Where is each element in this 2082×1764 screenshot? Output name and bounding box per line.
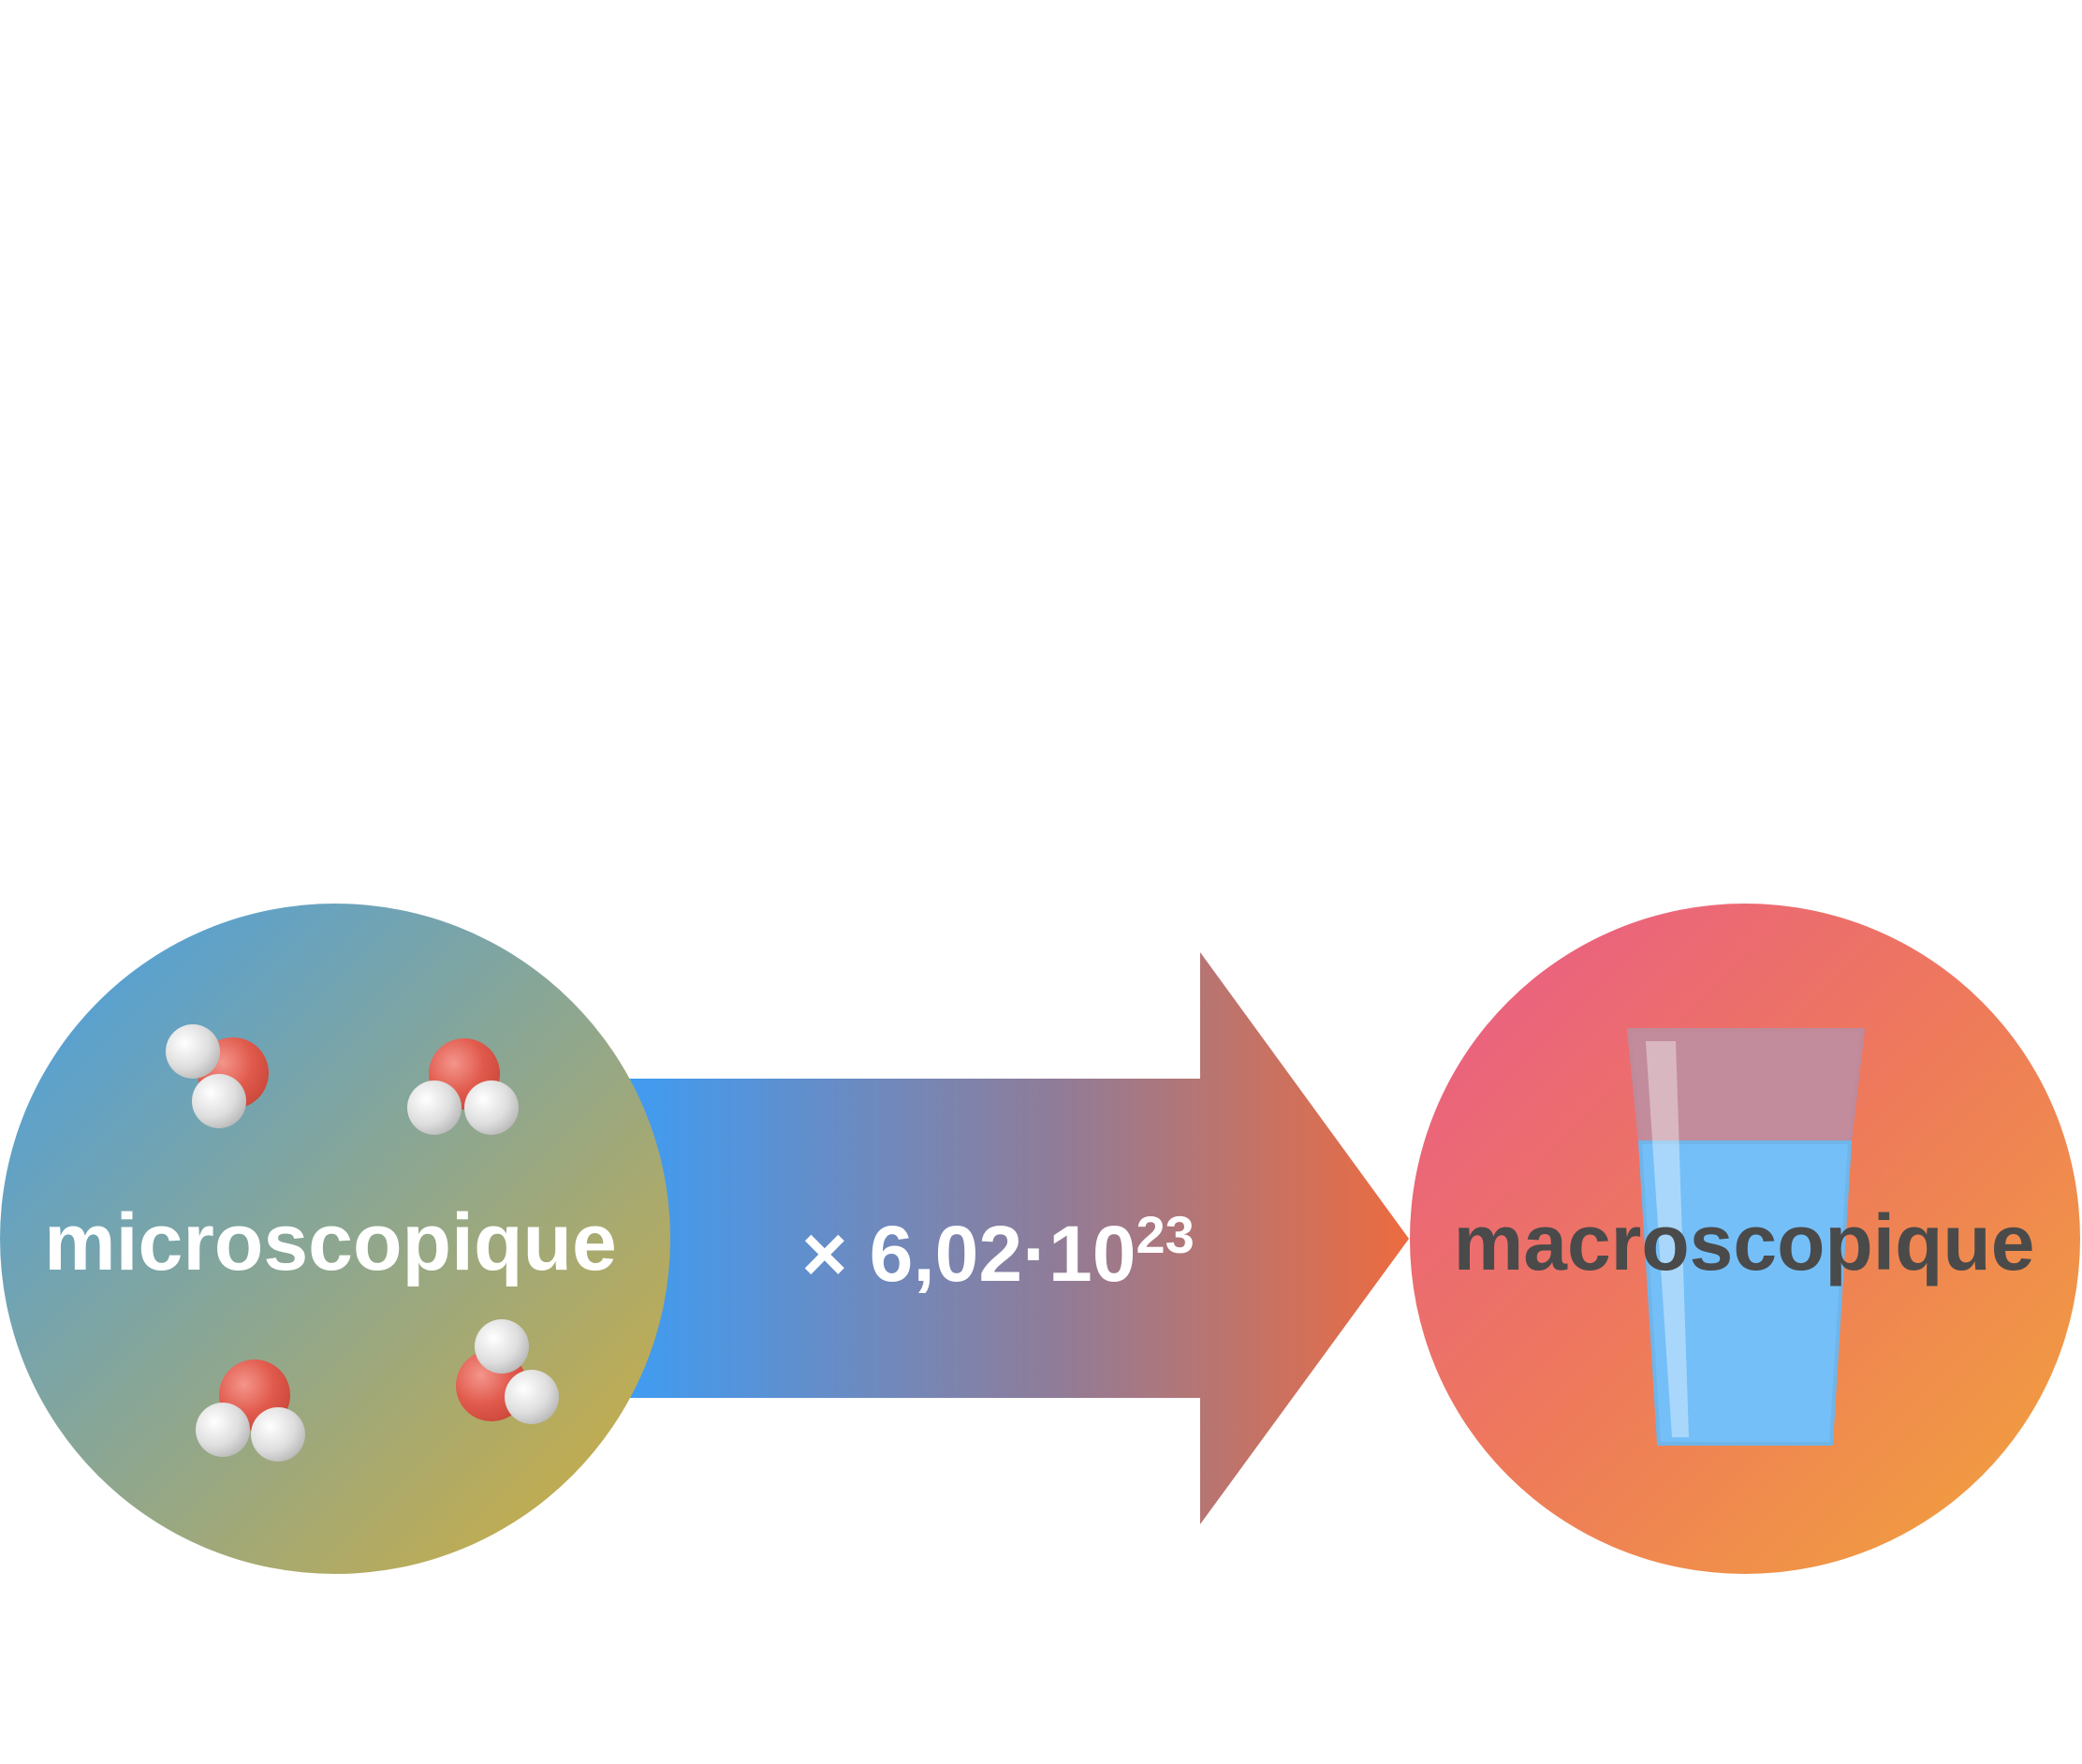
- macroscopic-label: macroscopique: [1454, 1198, 2035, 1286]
- water-molecule-icon: [196, 1360, 305, 1462]
- avogadro-label: × 6,02·1023: [801, 1205, 1195, 1298]
- scale-arrow: [599, 952, 1409, 1524]
- microscopic-label: microscopique: [44, 1198, 617, 1287]
- avogadro-exponent: 23: [1136, 1205, 1195, 1264]
- water-glass-icon: [1627, 1028, 1865, 1446]
- water-molecule-icon: [407, 1038, 519, 1135]
- avogadro-multiplier: × 6,02·10: [801, 1210, 1136, 1298]
- water-molecule-icon: [166, 1024, 269, 1128]
- water-molecule-icon: [456, 1319, 559, 1424]
